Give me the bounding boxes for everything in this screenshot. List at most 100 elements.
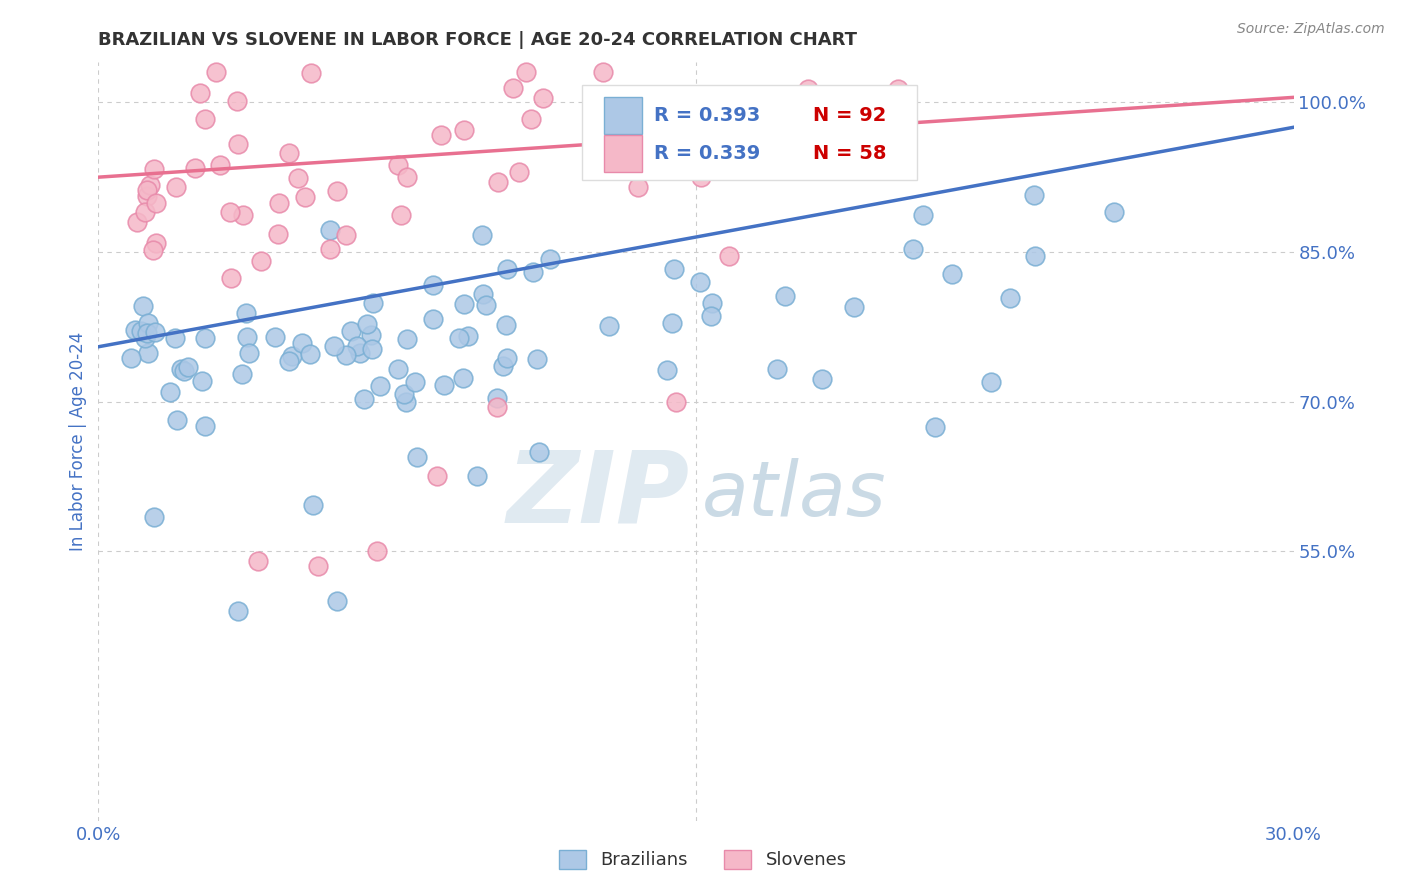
Point [298, 347, 321, 361]
Point [502, 81, 524, 95]
Point [422, 312, 444, 326]
Point [496, 351, 519, 365]
Point [219, 205, 242, 219]
Point [208, 157, 231, 171]
Point [143, 510, 166, 524]
Point [335, 348, 357, 362]
Point [515, 65, 537, 79]
Point [689, 275, 711, 289]
Point [842, 300, 865, 314]
Text: R = 0.393: R = 0.393 [654, 106, 761, 125]
Point [142, 243, 165, 257]
Point [453, 123, 475, 137]
Point [661, 317, 683, 331]
Point [235, 306, 257, 320]
Point [495, 318, 517, 332]
Point [404, 375, 426, 389]
Point [394, 387, 416, 401]
Point [145, 196, 167, 211]
Point [267, 195, 290, 210]
Point [143, 326, 166, 340]
Point [323, 339, 346, 353]
Point [232, 208, 254, 222]
Point [592, 65, 614, 79]
Point [277, 145, 299, 160]
Point [166, 413, 188, 427]
Point [492, 359, 515, 373]
Point [406, 450, 429, 464]
Point [803, 143, 825, 157]
Point [319, 223, 342, 237]
Point [267, 227, 290, 241]
Point [225, 94, 247, 108]
Point [924, 419, 946, 434]
Point [139, 178, 162, 192]
Point [662, 261, 685, 276]
Point [353, 392, 375, 406]
Point [700, 309, 723, 323]
Point [627, 179, 650, 194]
Point [184, 161, 207, 175]
Point [159, 385, 181, 400]
Point [129, 324, 152, 338]
Point [281, 350, 304, 364]
Point [797, 82, 820, 96]
Point [1104, 205, 1126, 219]
Point [665, 394, 688, 409]
Point [395, 394, 418, 409]
Point [134, 205, 156, 219]
Point [396, 332, 419, 346]
Point [125, 214, 148, 228]
Point [177, 359, 200, 374]
Point [471, 286, 494, 301]
Point [773, 289, 796, 303]
Point [366, 544, 388, 558]
Point [474, 297, 496, 311]
Point [319, 242, 342, 256]
Point [226, 136, 249, 151]
Point [346, 338, 368, 352]
Point [714, 126, 737, 140]
Point [170, 362, 193, 376]
Point [194, 418, 217, 433]
Point [471, 227, 494, 242]
Point [457, 329, 479, 343]
Point [912, 208, 935, 222]
Text: ZIP: ZIP [508, 446, 690, 543]
Point [191, 374, 214, 388]
Point [249, 254, 271, 268]
Point [665, 134, 688, 148]
Point [231, 368, 253, 382]
Point [763, 95, 786, 110]
Point [340, 324, 363, 338]
Point [998, 291, 1021, 305]
Point [219, 271, 242, 285]
Point [887, 82, 910, 96]
Point [361, 342, 384, 356]
Point [236, 330, 259, 344]
Point [433, 378, 456, 392]
Point [120, 351, 142, 366]
Point [980, 376, 1002, 390]
Point [387, 158, 409, 172]
Point [173, 364, 195, 378]
Point [903, 242, 925, 256]
Point [302, 499, 325, 513]
Point [451, 371, 474, 385]
FancyBboxPatch shape [605, 135, 643, 172]
Point [287, 171, 309, 186]
Point [226, 604, 249, 618]
Point [766, 361, 789, 376]
Y-axis label: In Labor Force | Age 20-24: In Labor Force | Age 20-24 [69, 332, 87, 551]
Point [131, 299, 153, 313]
Point [205, 65, 228, 79]
FancyBboxPatch shape [582, 85, 917, 180]
Point [396, 170, 419, 185]
Point [361, 296, 384, 310]
Point [188, 86, 211, 100]
Text: BRAZILIAN VS SLOVENE IN LABOR FORCE | AGE 20-24 CORRELATION CHART: BRAZILIAN VS SLOVENE IN LABOR FORCE | AG… [98, 31, 858, 49]
Point [657, 363, 679, 377]
Point [496, 261, 519, 276]
Point [598, 319, 620, 334]
Text: N = 58: N = 58 [813, 144, 887, 163]
